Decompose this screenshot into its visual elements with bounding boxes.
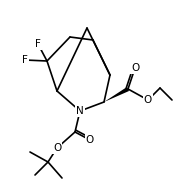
Polygon shape <box>104 87 129 102</box>
Text: O: O <box>144 95 152 105</box>
Text: F: F <box>35 39 41 49</box>
Text: O: O <box>131 63 139 73</box>
Text: O: O <box>53 143 61 153</box>
Text: O: O <box>86 135 94 145</box>
Text: N: N <box>76 106 84 116</box>
Text: F: F <box>22 55 28 65</box>
